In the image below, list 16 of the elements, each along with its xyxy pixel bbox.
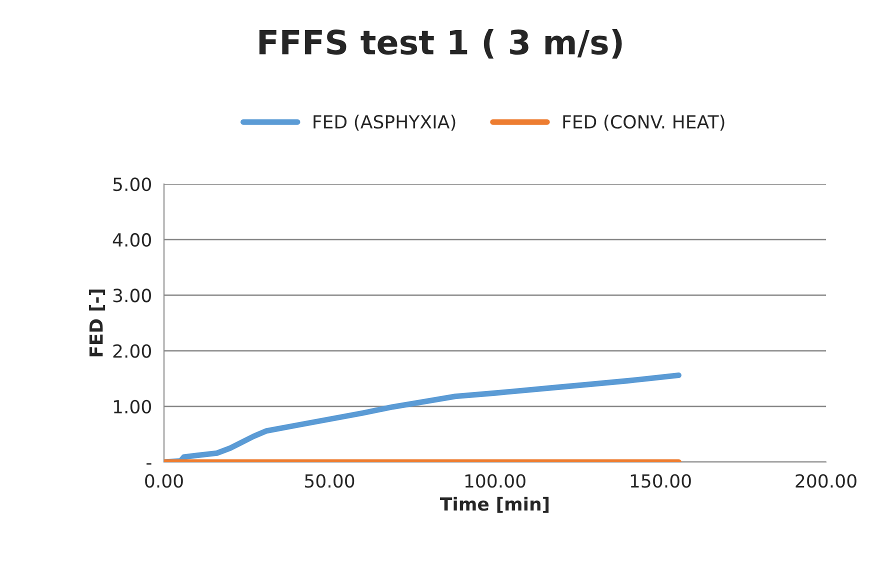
y-tick-label: 1.00: [114, 400, 151, 414]
y-tick-label: 3.00: [113, 288, 151, 302]
x-axis-title: Time [min]: [440, 496, 549, 513]
legend-label: FED (CONV. HEAT): [563, 114, 724, 131]
x-tick-label: 150.00: [630, 474, 691, 488]
y-tick-label: 4.00: [112, 233, 151, 247]
chart-title: FFFS test 1 ( 3 m/s): [259, 28, 622, 59]
y-tick-label: 2.00: [113, 344, 151, 358]
x-tick-label: 100.00: [465, 474, 526, 488]
x-tick-label: 200.00: [796, 474, 856, 488]
x-tick-label: 50.00: [305, 474, 354, 488]
y-tick-label: 5.00: [113, 177, 151, 192]
x-tick-label: 0.00: [145, 474, 183, 488]
y-tick-label: -: [146, 463, 152, 465]
y-axis-title: FED [-]: [88, 290, 106, 356]
legend-label: FED (ASPHYXIA): [314, 114, 456, 131]
